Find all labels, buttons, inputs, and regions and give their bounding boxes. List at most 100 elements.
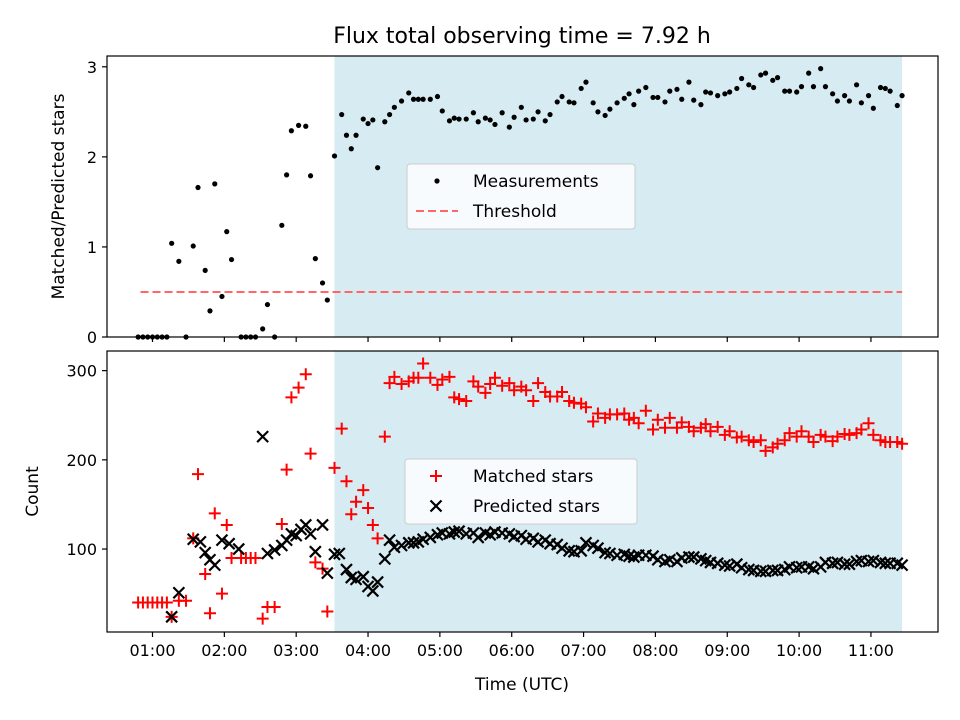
measurement-point: [207, 308, 213, 314]
matched-point: [328, 461, 341, 474]
matched-point: [783, 427, 796, 440]
predicted-point: [754, 565, 768, 578]
legend-measurements-marker: [434, 178, 440, 184]
measurement-point: [219, 293, 225, 300]
measurement-point: [674, 86, 680, 92]
matched-point: [292, 381, 305, 394]
measurement-point: [284, 172, 290, 178]
predicted-point: [395, 539, 408, 552]
matched-point: [754, 434, 767, 447]
measurement-point: [487, 117, 493, 123]
top-marks: [135, 66, 905, 340]
matched-point: [520, 384, 533, 397]
measurement-point: [590, 100, 596, 106]
series-predicted-stars: [165, 430, 909, 624]
measurement-point: [288, 128, 295, 134]
predicted-point: [447, 525, 461, 539]
predicted-point: [198, 546, 212, 559]
predicted-point: [407, 536, 420, 550]
matched-point: [256, 612, 269, 625]
measurement-point: [530, 116, 536, 122]
matched-point: [488, 371, 501, 384]
measurement-point: [312, 256, 318, 262]
predicted-point: [416, 532, 430, 546]
predicted-point: [663, 553, 677, 567]
predicted-point: [304, 527, 317, 541]
predicted-point: [711, 557, 724, 570]
top-y-axis-label: Matched/Predicted stars: [49, 93, 69, 299]
matched-point: [484, 378, 497, 391]
axes-frame: [106, 350, 939, 633]
predicted-point: [687, 550, 701, 564]
matched-point: [647, 423, 660, 436]
matched-point: [340, 475, 353, 488]
matched-point: [711, 420, 724, 433]
measurement-point: [348, 146, 354, 152]
measurement-point: [339, 111, 345, 118]
top-legend: Measurements Threshold: [406, 163, 636, 230]
legend-matched-marker: [430, 470, 442, 482]
matched-point: [831, 430, 844, 443]
matched-point: [618, 407, 631, 420]
matched-point: [843, 428, 856, 441]
measurement-point: [365, 120, 371, 127]
measurement-point: [343, 132, 350, 138]
matched-point: [280, 463, 293, 476]
measurement-point: [750, 84, 757, 91]
predicted-point: [328, 548, 341, 561]
top-legend-box: [406, 163, 636, 230]
predicted-point: [735, 561, 748, 575]
measurement-point: [446, 118, 453, 124]
predicted-point: [388, 540, 401, 554]
x-tick-label: 09:00: [704, 641, 750, 660]
predicted-point: [222, 537, 236, 550]
matched-point: [362, 502, 375, 515]
measurement-point: [794, 89, 800, 95]
bottom-y-axis-label: Count: [23, 466, 43, 517]
predicted-point: [208, 558, 222, 572]
legend-measurements-label: Measurements: [473, 172, 599, 192]
measurement-point: [887, 88, 893, 94]
predicted-point: [172, 586, 186, 600]
measurement-point: [353, 132, 359, 138]
matched-point: [453, 393, 466, 406]
matched-point: [199, 568, 212, 581]
measurement-point: [382, 119, 388, 125]
measurement-point: [798, 84, 805, 90]
measurement-point: [547, 111, 553, 118]
y-tick-label: 1: [87, 238, 97, 257]
predicted-point: [826, 557, 839, 570]
measurement-point: [870, 105, 876, 111]
predicted-point: [718, 558, 732, 572]
x-tick-label: 03:00: [273, 641, 319, 660]
legend-matched-label: Matched stars: [473, 467, 593, 487]
bottom-marks: [132, 357, 909, 625]
predicted-point: [862, 555, 875, 568]
measurement-point: [463, 116, 469, 122]
predicted-point: [321, 566, 334, 580]
measurement-point: [846, 98, 852, 104]
matched-point: [479, 386, 492, 399]
predicted-point: [555, 541, 569, 555]
predicted-point: [215, 533, 229, 547]
matched-point: [268, 601, 281, 614]
measurement-point: [391, 104, 397, 110]
matched-point: [771, 437, 784, 450]
measurement-point: [830, 91, 836, 97]
predicted-point: [562, 544, 576, 558]
measurement-point: [770, 77, 776, 83]
y-tick-label: 100: [66, 540, 97, 559]
measurement-point: [782, 88, 788, 94]
matched-point: [371, 532, 384, 545]
measurement-point: [360, 116, 366, 122]
matched-point: [896, 437, 909, 450]
matched-point: [658, 421, 671, 434]
measurement-point: [475, 119, 481, 125]
x-tick-label: 05:00: [417, 641, 463, 660]
matched-point: [285, 391, 298, 404]
measurement-point: [456, 116, 462, 122]
matched-point: [819, 430, 832, 443]
matched-point: [350, 495, 363, 508]
measurement-point: [739, 75, 745, 82]
matched-point: [591, 407, 604, 420]
